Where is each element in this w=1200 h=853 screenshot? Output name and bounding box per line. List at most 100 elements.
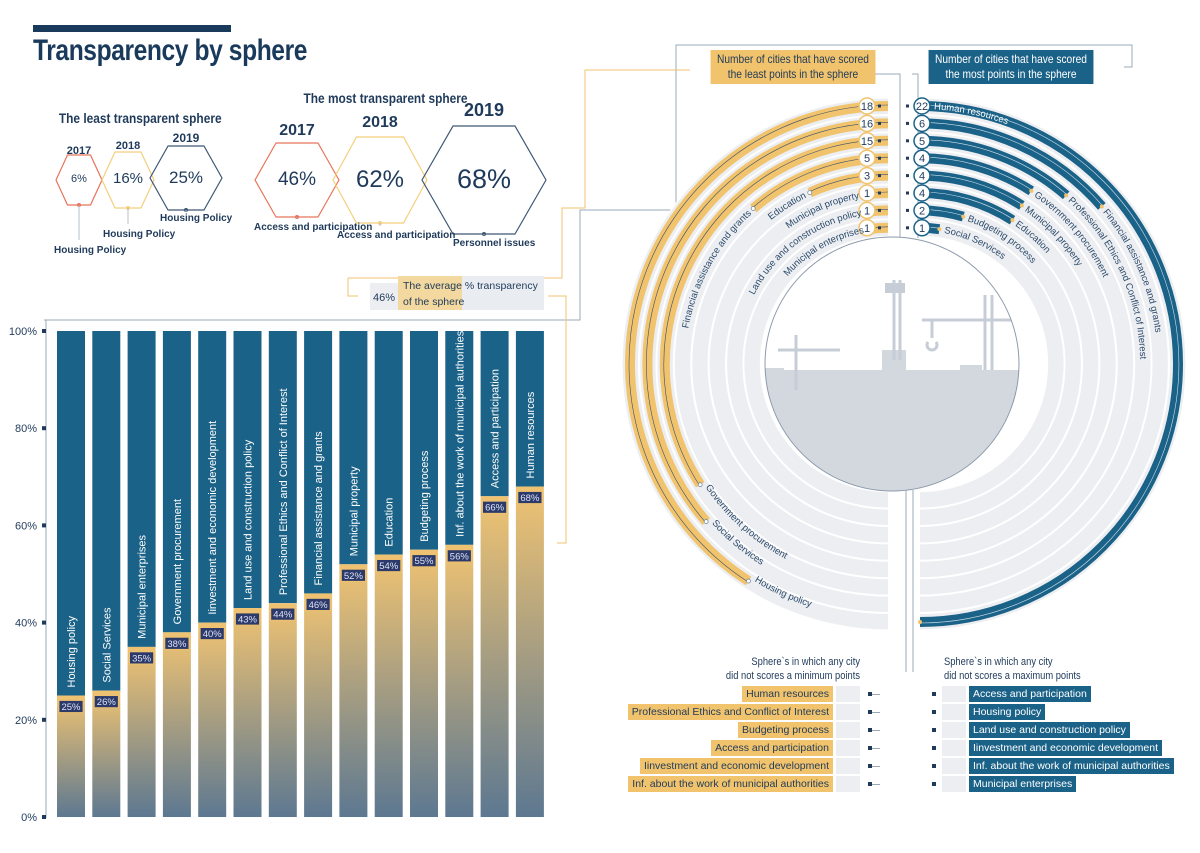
count-value: 22 (916, 101, 928, 113)
bar-value (304, 593, 333, 817)
bar-value-label-box (164, 636, 190, 650)
least-sphere-2019: Housing Policy (160, 213, 233, 224)
count-badge (858, 184, 876, 202)
radial-bar-end-marker (750, 206, 756, 211)
count-connector-dot (878, 104, 881, 108)
bar-value-label: 54% (379, 561, 399, 572)
radial-bar-most (919, 101, 1183, 627)
radial-bar-inner-line (919, 156, 1032, 191)
y-tick-marker (42, 523, 46, 528)
bar-value-label: 56% (450, 551, 470, 562)
count-value: 16 (861, 118, 873, 130)
y-tick-marker (42, 815, 46, 819)
no-min-item-connector (872, 783, 880, 785)
count-value: 5 (919, 136, 925, 148)
transparency-bar-chart: 0% 20% 40% 60% 80% 100% 25% Housing policy 26% S… (9, 320, 544, 824)
bar-remainder (162, 331, 191, 633)
bar-value (92, 690, 121, 817)
bar-value (445, 544, 474, 817)
no-min-item-connector (872, 747, 880, 749)
ring-separator (919, 219, 1065, 509)
bar-remainder (92, 331, 121, 691)
count-value: 6 (919, 118, 925, 130)
no-max-item-box (942, 776, 966, 792)
radial-bar-end-marker (703, 519, 709, 524)
bar-value-label-box (340, 568, 366, 582)
count-value: 1 (919, 223, 925, 235)
count-value: 1 (864, 188, 870, 200)
no-max-item-box (942, 740, 966, 756)
bar-value (198, 622, 227, 817)
bar-value (57, 695, 85, 817)
bar-value-label-box (58, 700, 84, 713)
connector-line (347, 278, 358, 297)
count-connector-dot (878, 156, 881, 160)
no-min-item-connector (872, 711, 880, 713)
no-max-item-label: Inf. about the work of municipal authori… (969, 758, 1174, 774)
no-max-item: Land use and construction policy (932, 722, 1130, 738)
count-badge (913, 149, 931, 167)
radial-bar-end-marker (1064, 193, 1069, 198)
no-min-item-marker (868, 782, 872, 786)
bar-remainder (480, 331, 509, 497)
radial-bar-end-marker (961, 214, 966, 219)
bar-category-label: Land use and construction policy (243, 439, 255, 600)
y-tick-label: 60% (15, 520, 37, 532)
bar-remainder (57, 331, 85, 696)
radial-bar-least (807, 170, 889, 198)
ring-separator (919, 97, 1187, 631)
bar-value (233, 608, 262, 817)
no-max-item-label: Municipal enterprises (969, 776, 1077, 792)
y-tick-marker (42, 620, 46, 625)
no-min-item-connector (872, 693, 880, 695)
least-year-2019: 2019 (172, 131, 200, 145)
page-title: Transparency by sphere (33, 34, 308, 67)
count-connector-dot (906, 226, 909, 230)
count-connector-dot (878, 174, 881, 178)
count-value: 1 (864, 223, 870, 235)
no-min-item-marker (868, 728, 872, 732)
bar-value-label: 66% (485, 503, 505, 514)
count-badge (913, 97, 931, 115)
ring-separator (673, 149, 889, 579)
least-year-2018: 2018 (115, 140, 141, 152)
radial-bar-inner-line (919, 104, 1180, 624)
count-value: 5 (864, 153, 870, 165)
count-badge (913, 114, 931, 133)
no-max-item-marker (932, 728, 936, 732)
bar-remainder (445, 331, 474, 545)
radial-bar-inner-line (663, 139, 889, 486)
count-connector-dot (906, 139, 909, 143)
count-connector-dot (906, 156, 909, 160)
bar-remainder (410, 331, 438, 550)
city-circle-outline (764, 236, 1020, 492)
legend-least: Number of cities that have scored the le… (710, 50, 876, 84)
count-badge (858, 166, 876, 185)
bar-value (515, 486, 544, 817)
y-tick-marker (42, 329, 46, 333)
bar-category-label: Access and participation (490, 369, 502, 488)
count-connector-dot (906, 191, 909, 195)
ring-separator (919, 132, 1152, 596)
radial-bar-most (919, 118, 1106, 210)
radial-bar-end-marker (918, 620, 922, 624)
count-badge (858, 149, 876, 167)
no-min-item-label: Human resources (742, 686, 833, 702)
count-connector-dot (878, 191, 881, 195)
no-max-item: Access and participation (932, 686, 1091, 702)
no-min-item: Access and participation (711, 740, 880, 756)
least-sphere-2017: Housing Policy (54, 245, 127, 256)
count-connector-dot (878, 208, 881, 212)
bar-value-label-box (482, 500, 508, 514)
count-value: 15 (861, 136, 873, 148)
radial-bar-most (919, 153, 1034, 196)
bar-remainder (127, 331, 156, 647)
no-min-item: Human resources (742, 686, 880, 702)
bar-category-label: Education (384, 498, 396, 547)
y-tick-label: 20% (15, 715, 37, 727)
bar-value (162, 632, 191, 817)
bar-value-label-box (270, 607, 296, 621)
bar-value (339, 564, 368, 817)
ring-separator (919, 184, 1100, 544)
